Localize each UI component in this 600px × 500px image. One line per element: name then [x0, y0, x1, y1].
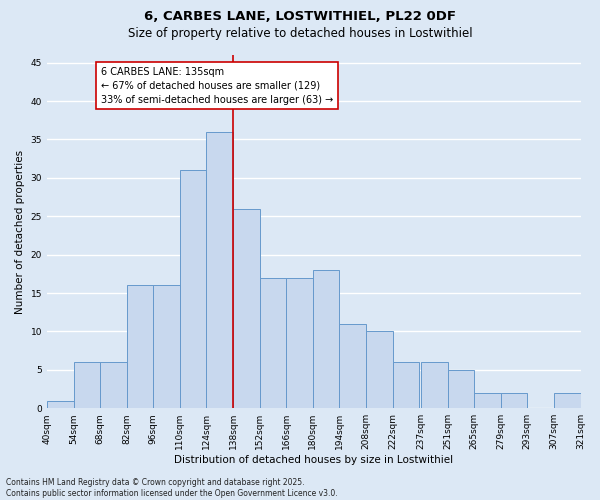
Bar [421, 362, 448, 408]
Bar [100, 362, 127, 408]
Bar [474, 393, 501, 408]
Bar [233, 208, 260, 408]
Bar [206, 132, 233, 408]
Bar [554, 393, 581, 408]
Bar [127, 286, 153, 408]
Bar [286, 278, 313, 408]
Bar [153, 286, 180, 408]
Bar [366, 332, 392, 408]
Bar [260, 278, 286, 408]
Bar [74, 362, 100, 408]
Text: Contains HM Land Registry data © Crown copyright and database right 2025.
Contai: Contains HM Land Registry data © Crown c… [6, 478, 338, 498]
Text: Size of property relative to detached houses in Lostwithiel: Size of property relative to detached ho… [128, 28, 472, 40]
Bar [581, 400, 600, 408]
Bar [340, 324, 366, 408]
Bar [448, 370, 474, 408]
Bar [180, 170, 206, 408]
Bar [47, 400, 74, 408]
Bar [313, 270, 340, 408]
Bar [392, 362, 419, 408]
Text: 6, CARBES LANE, LOSTWITHIEL, PL22 0DF: 6, CARBES LANE, LOSTWITHIEL, PL22 0DF [144, 10, 456, 23]
Text: 6 CARBES LANE: 135sqm
← 67% of detached houses are smaller (129)
33% of semi-det: 6 CARBES LANE: 135sqm ← 67% of detached … [101, 66, 333, 104]
X-axis label: Distribution of detached houses by size in Lostwithiel: Distribution of detached houses by size … [174, 455, 453, 465]
Bar [501, 393, 527, 408]
Y-axis label: Number of detached properties: Number of detached properties [15, 150, 25, 314]
